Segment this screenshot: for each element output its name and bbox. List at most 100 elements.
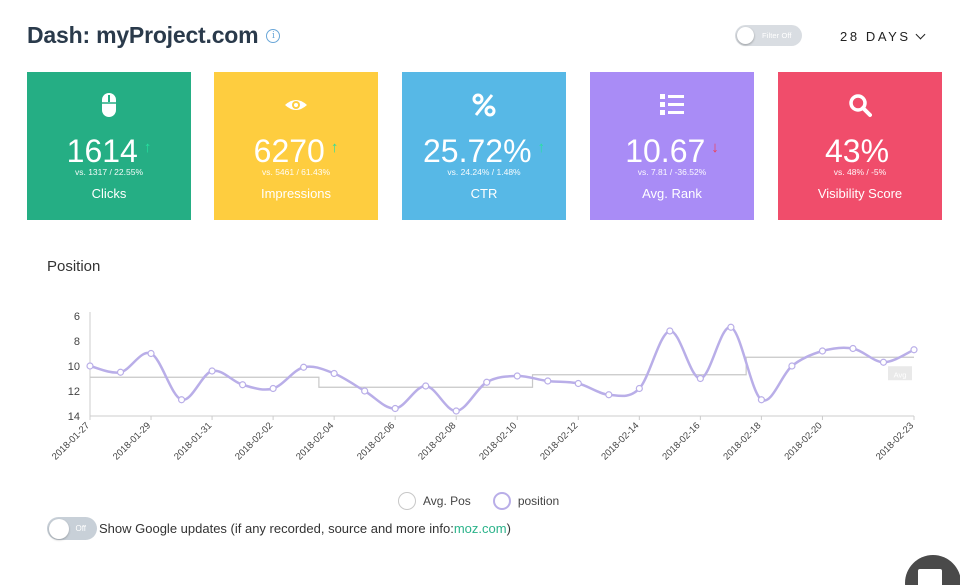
info-icon[interactable]: i (266, 28, 281, 43)
position-point[interactable] (300, 363, 308, 371)
position-point[interactable] (635, 384, 643, 393)
google-updates-suffix: ) (506, 521, 511, 536)
trend-arrow-icon: ↑ (143, 139, 152, 156)
position-point[interactable] (788, 362, 796, 370)
x-tick-label: 2018-02-06 (355, 420, 397, 462)
period-select-value: 28 DAYS (840, 29, 911, 44)
y-axis: 6 8 10 12 14 (68, 311, 91, 423)
position-point[interactable] (757, 396, 766, 404)
position-point[interactable] (849, 344, 857, 353)
search-icon (778, 92, 942, 118)
position-point[interactable] (910, 346, 918, 354)
x-tick-label: 2018-01-27 (50, 420, 92, 462)
toggle-knob (737, 27, 754, 44)
kpi-compare: vs. 5461 / 61.43% (261, 167, 331, 177)
ordered-list-icon (590, 92, 754, 118)
y-tick-label: 8 (74, 336, 80, 348)
legend-position-swatch[interactable] (492, 492, 511, 510)
chevron-down-icon (915, 29, 926, 40)
legend-avg-pos-label[interactable]: Avg. Pos (423, 494, 471, 508)
position-point[interactable] (391, 404, 399, 413)
google-updates-toggle-label: Off (75, 524, 87, 533)
kpi-card-avg-rank[interactable]: 10.67 ↓ vs. 7.81 / -36.52% Avg. Rank (590, 72, 754, 220)
avg-pos-line (90, 356, 914, 388)
position-point[interactable] (696, 374, 704, 383)
position-point[interactable] (177, 396, 186, 404)
position-point[interactable] (666, 327, 674, 335)
trend-arrow-icon: ↑ (330, 139, 339, 156)
position-point[interactable] (544, 377, 552, 385)
avg-annotation-box (888, 366, 912, 381)
google-updates-text: Show Google updates (if any recorded, so… (99, 521, 454, 536)
kpi-card-ctr[interactable]: 25.72% ↑ vs. 24.24% / 1.48% CTR (402, 72, 566, 220)
period-select[interactable]: 28 DAYS (840, 29, 926, 44)
series-avg-pos (90, 356, 914, 388)
x-tick-label: 2018-02-08 (416, 420, 458, 462)
eye-icon (214, 92, 378, 118)
kpi-value: 10.67 ↓ (625, 133, 719, 169)
position-point[interactable] (147, 349, 155, 358)
trend-arrow-icon: ↓ (711, 139, 719, 156)
y-tick-label: 6 (74, 311, 80, 323)
position-point[interactable] (727, 323, 735, 331)
position-point[interactable] (86, 362, 94, 370)
filter-toggle-label: Filter Off (762, 31, 792, 40)
position-point[interactable] (422, 382, 430, 390)
x-tick-label: 2018-02-02 (233, 420, 275, 462)
page-title: Dash: myProject.com (27, 22, 259, 48)
position-point[interactable] (605, 391, 613, 399)
position-point[interactable] (452, 407, 460, 415)
trend-arrow-icon: ↑ (537, 139, 546, 156)
position-point[interactable] (879, 358, 888, 366)
position-point[interactable] (818, 347, 827, 355)
kpi-card-impressions[interactable]: 6270 ↑ vs. 5461 / 61.43% Impressions (214, 72, 378, 220)
moz-link[interactable]: moz.com (453, 521, 507, 536)
position-point[interactable] (574, 379, 582, 388)
kpi-compare: vs. 48% / -5% (833, 167, 887, 177)
x-tick-label: 2018-01-31 (172, 420, 214, 462)
filter-toggle[interactable]: Filter Off (735, 25, 802, 46)
x-tick-label: 2018-02-12 (538, 420, 580, 462)
legend-avg-pos-swatch[interactable] (398, 492, 416, 510)
chat-button[interactable] (905, 555, 960, 585)
position-point[interactable] (330, 369, 338, 378)
percent-icon (402, 92, 566, 118)
position-point[interactable] (238, 381, 247, 389)
x-axis: 2018-01-27 2018-01-29 2018-01-31 2018-02-02… (50, 415, 916, 462)
mouse-icon (27, 92, 191, 118)
position-point[interactable] (361, 387, 369, 395)
kpi-value: 6270 ↑ (253, 133, 339, 169)
x-tick-label: 2018-02-10 (477, 420, 519, 462)
kpi-compare: vs. 1317 / 22.55% (74, 167, 144, 177)
position-point[interactable] (483, 378, 491, 386)
x-tick-label: 2018-02-23 (874, 420, 916, 462)
position-line (89, 326, 915, 413)
x-tick-label: 2018-01-29 (111, 420, 153, 462)
position-point[interactable] (269, 384, 277, 393)
position-point[interactable] (116, 368, 125, 376)
chart-annotation: Avg (888, 366, 912, 381)
kpi-value: 25.72% ↑ (422, 133, 546, 169)
kpi-value: 43% (824, 133, 890, 169)
kpi-card-clicks[interactable]: 1614 ↑ vs. 1317 / 22.55% Clicks (27, 72, 191, 220)
google-updates-toggle[interactable]: Off (47, 517, 97, 540)
x-tick-label: 2018-02-20 (782, 420, 824, 462)
kpi-label: Clicks (91, 186, 127, 201)
position-point[interactable] (208, 367, 216, 375)
avg-annotation-label: Avg (894, 370, 907, 379)
x-tick-label: 2018-02-18 (721, 420, 763, 462)
position-section-title: Position (47, 258, 101, 275)
kpi-compare: vs. 24.24% / 1.48% (447, 167, 521, 177)
chat-icon (918, 569, 942, 585)
legend-position-label[interactable]: position (517, 494, 560, 508)
chart-legend: Avg. Pos position (398, 492, 559, 510)
kpi-label: Avg. Rank (642, 186, 702, 201)
x-tick-label: 2018-02-14 (599, 420, 641, 462)
position-point[interactable] (513, 372, 521, 380)
kpi-card-visibility-score[interactable]: 43% vs. 48% / -5% Visibility Score (778, 72, 942, 220)
series-position (86, 323, 918, 415)
y-tick-label: 14 (68, 411, 80, 423)
x-tick-label: 2018-02-04 (294, 420, 336, 462)
toggle-knob (48, 518, 69, 539)
